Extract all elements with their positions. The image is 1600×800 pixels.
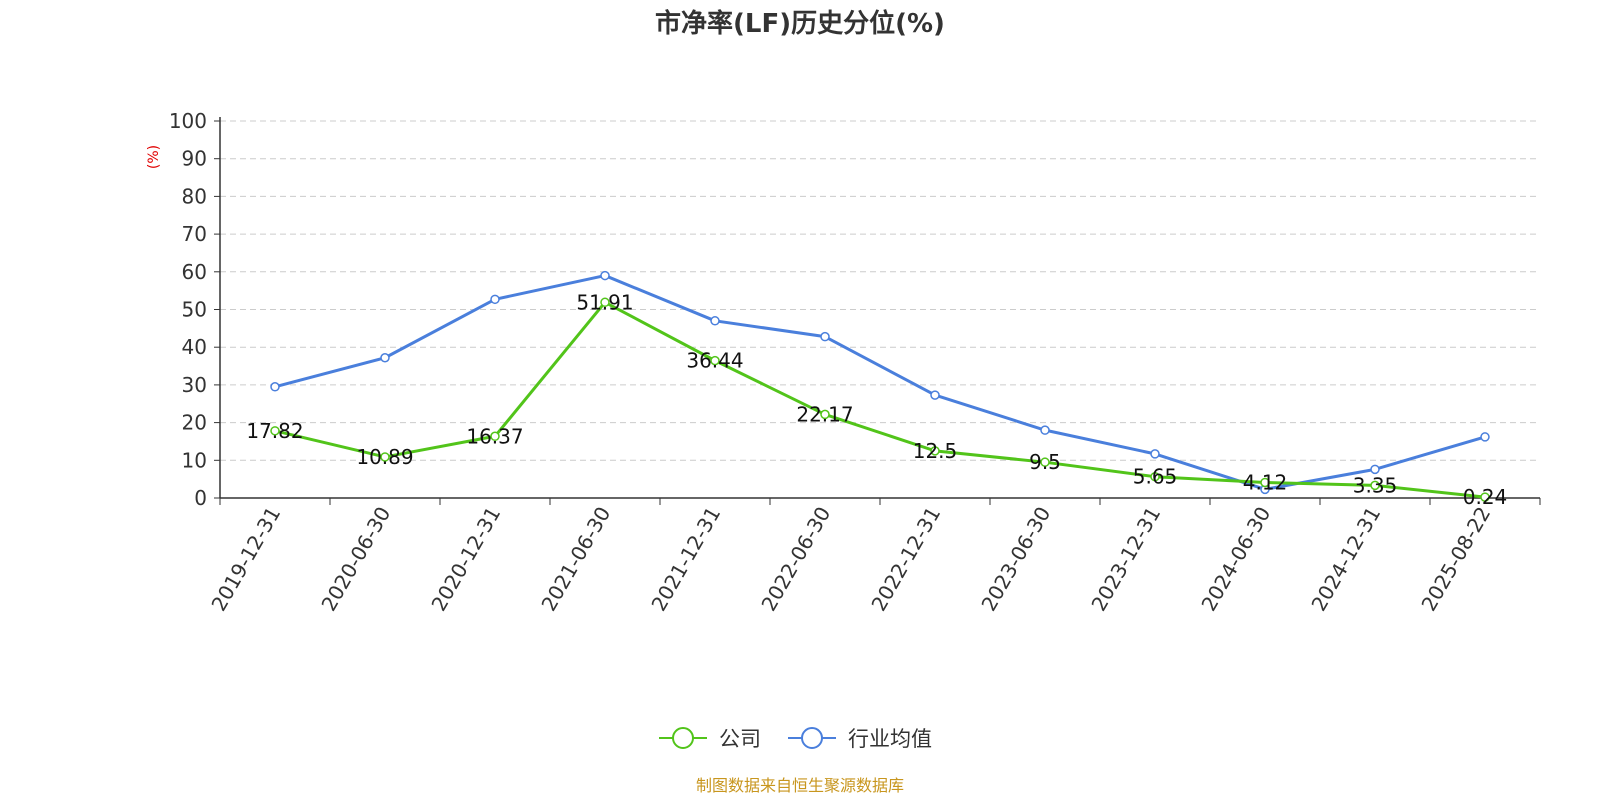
x-tick-label: 2020-12-31 <box>426 503 505 616</box>
y-tick-label: 30 <box>182 373 207 397</box>
company-point <box>1040 457 1050 467</box>
industry-average-point <box>1370 464 1380 475</box>
x-tick-label: 2025-08-22 <box>1416 503 1495 616</box>
company-point <box>270 426 280 436</box>
legend-item-company[interactable]: 公司 <box>659 727 761 751</box>
y-axis-unit-label: (%) <box>146 145 162 169</box>
company-data-label: 10.89 <box>356 445 413 469</box>
legend-industry-label: 行业均值 <box>848 727 932 751</box>
y-tick-label: 20 <box>182 411 207 435</box>
industry-average-point <box>710 316 720 326</box>
legend[interactable]: 公司 行业均值 <box>659 727 932 751</box>
industry-average-point <box>930 390 940 400</box>
company-point <box>710 355 720 366</box>
x-tick-label: 2021-06-30 <box>536 503 615 616</box>
source-note: 制图数据来自恒生聚源数据库 <box>696 776 904 795</box>
y-tick-label: 80 <box>182 184 207 208</box>
company-point <box>820 409 830 420</box>
industry-average-point <box>380 353 390 363</box>
chart-title: 市净率(LF)历史分位(%) <box>655 8 945 39</box>
company-data-label: 9.5 <box>1029 450 1061 474</box>
company-data-label: 5.65 <box>1133 465 1178 489</box>
industry-average-point <box>490 294 500 305</box>
x-tick-label: 2022-12-31 <box>866 503 945 616</box>
company-point <box>600 297 610 308</box>
company-point <box>1370 480 1380 491</box>
industry-average-point <box>820 331 830 342</box>
industry-average-point <box>270 382 280 392</box>
company-point <box>930 446 940 456</box>
industry-average-point <box>1150 449 1160 459</box>
x-tick-label: 2024-12-31 <box>1306 503 1385 616</box>
company-line <box>274 300 1486 499</box>
x-tick-label: 2021-12-31 <box>646 503 725 616</box>
x-tick-label: 2019-12-31 <box>206 503 285 616</box>
company-point <box>1480 492 1490 502</box>
legend-item-industry-average[interactable]: 行业均值 <box>788 727 932 751</box>
data-labels: 17.82 10.89 16.37 51.91 36.44 22.17 12.5 9.5 5.6… <box>246 290 1507 509</box>
y-tick-label: 60 <box>182 260 207 284</box>
y-tick-label: 0 <box>194 486 207 510</box>
company-data-label: 16.37 <box>466 424 523 448</box>
x-axis-ticks: 2019-12-31 2020-06-30 2020-12-31 2021-06-30… <box>206 498 1541 616</box>
x-tick-label: 2022-06-30 <box>756 503 835 616</box>
company-point <box>490 431 500 442</box>
industry-average-point <box>600 270 610 281</box>
x-tick-label: 2023-06-30 <box>976 503 1055 616</box>
industry-average-line <box>274 274 1486 491</box>
company-point <box>1260 477 1270 488</box>
company-point <box>380 452 390 462</box>
y-tick-label: 70 <box>182 222 207 246</box>
company-data-label: 3.35 <box>1353 473 1398 497</box>
legend-company-label: 公司 <box>719 727 761 751</box>
grid-lines <box>220 120 1540 461</box>
company-data-label: 12.5 <box>913 439 958 463</box>
company-point <box>1150 471 1160 482</box>
company-data-label: 51.91 <box>576 290 633 314</box>
x-tick-label: 2020-06-30 <box>316 503 395 616</box>
y-axis-ticks: 0 10 20 30 40 50 60 70 80 90 100 <box>169 109 220 510</box>
company-data-label: 4.12 <box>1243 470 1288 494</box>
series-layer <box>270 270 1490 502</box>
industry-average-point <box>1040 425 1050 435</box>
axes <box>219 117 1540 499</box>
y-tick-label: 10 <box>182 448 207 472</box>
industry-average-point <box>1480 432 1490 442</box>
x-tick-label: 2023-12-31 <box>1086 503 1165 616</box>
y-tick-label: 90 <box>182 147 207 171</box>
company-data-label: 0.24 <box>1463 485 1508 509</box>
y-tick-label: 50 <box>182 298 207 322</box>
company-data-label: 36.44 <box>686 349 743 373</box>
y-tick-label: 40 <box>182 335 207 359</box>
x-tick-label: 2024-06-30 <box>1196 503 1275 616</box>
legend-industry-marker-icon <box>801 727 823 749</box>
legend-company-marker-icon <box>672 727 694 749</box>
company-data-label: 22.17 <box>796 402 853 426</box>
y-tick-label: 100 <box>169 109 207 133</box>
company-data-label: 17.82 <box>246 419 303 443</box>
